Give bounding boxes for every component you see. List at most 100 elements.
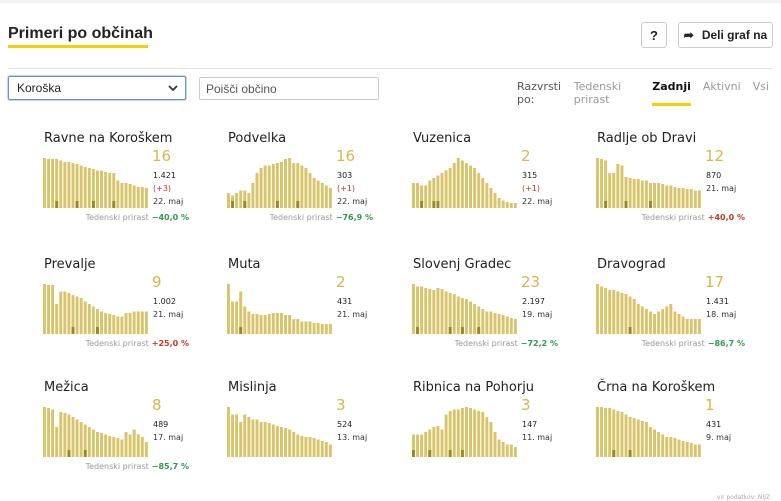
case-bar <box>636 179 640 208</box>
data-source: vir podatkov: NIJZ <box>716 494 770 501</box>
case-bar <box>465 163 468 208</box>
case-bar <box>505 444 509 457</box>
case-bar <box>312 178 316 208</box>
case-bar <box>300 321 304 334</box>
last-date: 21. maj <box>153 310 184 319</box>
case-bar <box>324 442 328 457</box>
title-underline <box>8 45 148 48</box>
municipality-card[interactable]: Vuzenica 2 315 (+1) 22. maj <box>412 131 597 251</box>
weekly-growth-value: +25,0 % <box>151 339 189 348</box>
municipality-card[interactable]: Črna na Koroškem 1 431 9. maj <box>596 380 781 500</box>
daily-case-bar <box>649 201 652 208</box>
case-bar <box>608 173 612 208</box>
case-bar <box>596 407 599 457</box>
last-date: 21. maj <box>337 310 368 319</box>
case-bar <box>136 311 140 334</box>
case-bar <box>649 183 652 208</box>
case-bar <box>689 443 693 457</box>
case-bar <box>444 291 448 334</box>
case-bar <box>620 293 624 334</box>
case-bar <box>75 419 79 457</box>
case-bar <box>124 183 128 208</box>
case-bar <box>477 173 481 208</box>
case-bar <box>59 160 63 208</box>
case-bar <box>497 314 501 334</box>
case-bar <box>136 187 140 208</box>
case-bar <box>263 315 267 334</box>
case-bar <box>255 314 259 334</box>
municipality-card[interactable]: Mislinja 3 524 13. maj <box>227 380 412 500</box>
help-button[interactable]: ? <box>641 22 667 48</box>
case-bar <box>432 427 436 457</box>
case-bar <box>440 429 444 457</box>
share-button[interactable]: ➦ Deli graf na <box>678 22 773 48</box>
case-bar <box>665 185 669 208</box>
case-bar <box>280 313 283 334</box>
case-bar <box>624 414 628 457</box>
municipality-card[interactable]: Ravne na Koroškem 16 1.421 (+3) 22. maj Teden… <box>43 131 228 251</box>
case-bar <box>280 427 283 457</box>
case-bar <box>653 183 657 208</box>
case-bar <box>681 316 685 334</box>
case-bar <box>239 190 243 208</box>
case-bar <box>67 162 71 208</box>
case-bar <box>140 187 144 208</box>
case-count: 12 <box>705 147 725 165</box>
case-bar <box>79 422 83 457</box>
municipality-card[interactable]: Ribnica na Pohorju 3 147 11. maj <box>412 380 597 500</box>
municipality-name: Ribnica na Pohorju <box>413 380 535 395</box>
daily-case-bar <box>628 327 632 334</box>
weekly-growth-label: Tedenski prirast <box>85 462 149 471</box>
case-bar <box>251 314 255 334</box>
cases-bar-chart <box>43 158 148 208</box>
municipality-card[interactable]: Podvelka 16 303 (+1) 22. maj Tedenski prirast… <box>227 131 412 251</box>
municipality-card[interactable]: Prevalje 9 1.002 21. maj Tedenski prirast +25… <box>43 257 228 377</box>
case-bar <box>460 298 464 334</box>
case-bar <box>255 419 259 457</box>
case-bar <box>116 316 120 334</box>
daily-case-bar <box>477 327 481 334</box>
municipality-card[interactable]: Radlje ob Dravi 12 870 21. maj Tedenski prir… <box>596 131 781 251</box>
municipality-search-input[interactable] <box>199 77 379 100</box>
case-bar <box>43 284 46 334</box>
daily-case-bar <box>112 201 116 208</box>
region-select[interactable]: Koroška <box>8 76 186 100</box>
municipality-card[interactable]: Mežica 8 489 17. maj Tedenski prirast −85,7 % <box>43 380 228 500</box>
sort-option-latest[interactable]: Zadnji <box>652 80 691 106</box>
case-bar <box>420 185 424 208</box>
chevron-down-icon <box>168 85 178 92</box>
case-bar <box>657 432 661 457</box>
case-bar <box>669 304 673 334</box>
total-cases: 2.197 <box>522 297 545 306</box>
sort-option-all[interactable]: Vsi <box>752 80 769 93</box>
case-bar <box>320 183 324 208</box>
daily-case-bar <box>604 201 608 208</box>
case-bar <box>509 318 513 334</box>
case-bar <box>448 293 452 334</box>
weekly-growth-label: Tedenski prirast <box>454 339 518 348</box>
municipality-card[interactable]: Muta 2 431 21. maj <box>227 257 412 377</box>
case-bar <box>600 407 604 457</box>
case-bar <box>300 436 304 457</box>
weekly-growth-value: +40,0 % <box>707 213 745 222</box>
municipality-card[interactable]: Dravograd 17 1.431 18. maj Tedenski prirast −… <box>596 257 781 377</box>
case-bar <box>304 437 308 457</box>
case-bar <box>681 188 685 208</box>
sort-option-weekly-growth[interactable]: Tedenski prirast <box>573 80 622 106</box>
case-bar <box>489 311 493 334</box>
case-bar <box>231 301 235 334</box>
case-bar <box>227 284 230 334</box>
case-bar <box>308 321 312 334</box>
case-bar <box>640 421 644 457</box>
case-bar <box>104 434 108 457</box>
case-bar <box>136 434 140 457</box>
case-bar <box>324 324 328 334</box>
weekly-growth-value: −72,2 % <box>520 339 558 348</box>
municipality-card[interactable]: Slovenj Gradec 23 2.197 19. maj Tedenski pri… <box>412 257 597 377</box>
sort-option-active[interactable]: Aktivni <box>702 80 741 93</box>
weekly-growth: Tedenski prirast −86,7 % <box>642 339 745 348</box>
case-bar <box>509 444 513 457</box>
case-bar <box>620 412 624 457</box>
case-bar <box>432 290 436 334</box>
case-bar <box>452 409 456 457</box>
